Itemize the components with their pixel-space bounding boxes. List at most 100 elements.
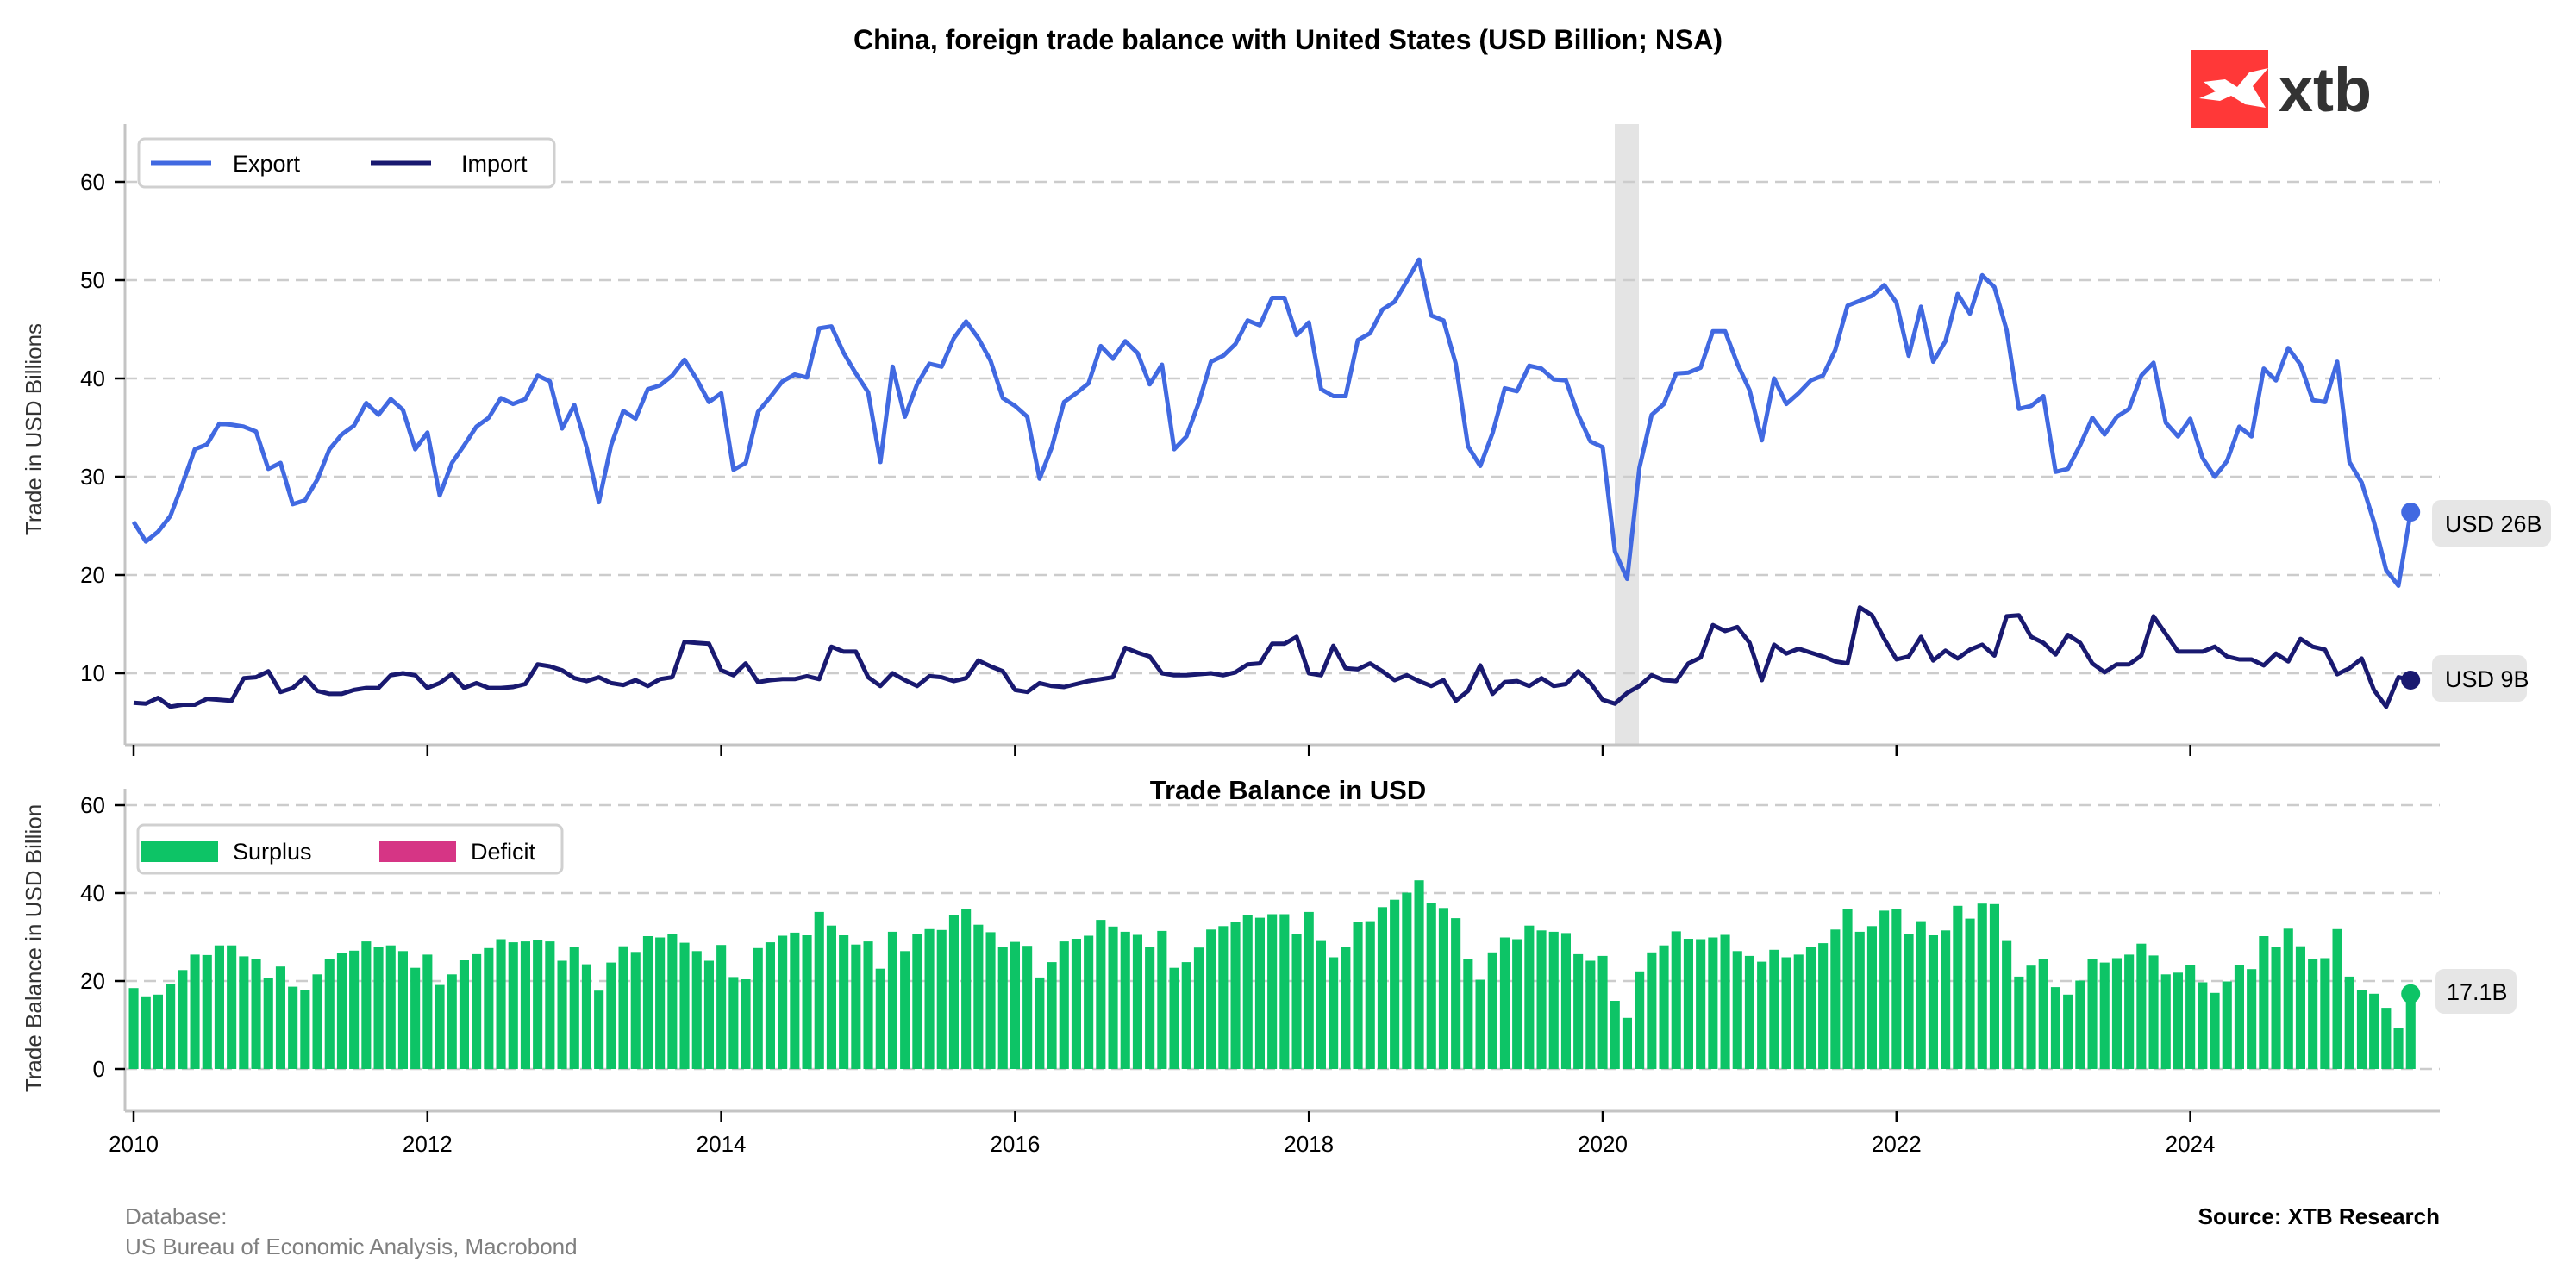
surplus-bar [1512, 939, 1522, 1069]
surplus-bar [533, 940, 543, 1069]
surplus-bar [1329, 957, 1339, 1069]
surplus-bar [679, 942, 690, 1069]
surplus-bar [1732, 951, 1742, 1069]
surplus-bar [1084, 935, 1094, 1069]
surplus-bar [2320, 958, 2330, 1069]
surplus-bar [1438, 908, 1448, 1069]
surplus-bar [300, 990, 310, 1069]
surplus-bar [2295, 946, 2305, 1069]
balance-y-axis-label: Trade Balance in USD Billion [21, 804, 47, 1092]
surplus-bar [2234, 965, 2244, 1069]
surplus-bar [397, 951, 408, 1069]
surplus-bar [2002, 940, 2012, 1069]
surplus-bar [1010, 941, 1020, 1069]
surplus-bar [1830, 929, 1841, 1069]
surplus-bar [1304, 911, 1314, 1069]
balance-y-tick-label: 40 [80, 880, 105, 906]
top-y-tick-label: 50 [80, 267, 105, 293]
legend-surplus-swatch [141, 841, 218, 862]
surplus-bar [2247, 969, 2257, 1069]
export-import-panel: 10 20 30 40 50 60 USD 26B USD 9B Trade in USD… [21, 124, 2551, 756]
x-tick-label: 2012 [403, 1131, 453, 1157]
surplus-bar [2405, 993, 2416, 1069]
surplus-bar [1524, 925, 1535, 1069]
covid-shaded-period [1615, 124, 1639, 745]
surplus-bar [2075, 980, 2085, 1069]
chart-title: China, foreign trade balance with United… [853, 24, 1723, 55]
surplus-bar [2038, 959, 2048, 1069]
surplus-bar [642, 936, 653, 1069]
surplus-bar [2393, 1028, 2404, 1069]
surplus-bar [545, 941, 555, 1069]
surplus-bar [459, 960, 469, 1069]
surplus-bar [1696, 939, 1706, 1069]
surplus-bar [839, 935, 849, 1069]
x-tick-label: 2016 [990, 1131, 1040, 1157]
surplus-bar [1585, 960, 1596, 1069]
surplus-bar [190, 954, 200, 1069]
top-y-tick-label: 60 [80, 169, 105, 195]
surplus-bar [2259, 936, 2269, 1069]
surplus-bar [2344, 976, 2354, 1069]
surplus-bar [1879, 910, 1890, 1069]
surplus-bar [765, 942, 775, 1069]
surplus-bar [961, 909, 972, 1069]
surplus-bar [1169, 967, 1179, 1069]
surplus-bar [2026, 965, 2036, 1069]
surplus-bar [826, 925, 836, 1069]
surplus-bar [1365, 921, 1375, 1069]
surplus-bar [1953, 905, 1963, 1069]
surplus-bar [128, 988, 139, 1069]
surplus-bar [202, 954, 212, 1069]
surplus-bar [2087, 959, 2098, 1069]
surplus-bar [753, 947, 763, 1070]
surplus-bar [1805, 947, 1816, 1069]
surplus-bar [178, 970, 188, 1070]
surplus-bar [2185, 965, 2196, 1069]
surplus-bar [1279, 914, 1290, 1069]
surplus-bar [973, 924, 984, 1069]
surplus-bar [728, 977, 739, 1069]
top-y-tick-label: 20 [80, 562, 105, 588]
surplus-bar [581, 964, 591, 1069]
surplus-bar [1230, 922, 1241, 1069]
surplus-bar [410, 967, 421, 1069]
legend-deficit-swatch [379, 841, 456, 862]
export-end-label-box [2432, 500, 2551, 547]
surplus-bar [1487, 952, 1497, 1069]
balance-end-label: 17.1B [2435, 969, 2517, 1014]
x-tick-label: 2010 [109, 1131, 159, 1157]
surplus-bar [2136, 943, 2147, 1069]
surplus-bar [1463, 959, 1473, 1069]
surplus-bar [1622, 1017, 1632, 1069]
surplus-bar [472, 953, 482, 1069]
x-tick-label: 2024 [2166, 1131, 2216, 1157]
surplus-bar [1818, 943, 1829, 1069]
surplus-bar [385, 945, 396, 1069]
surplus-bar [2014, 976, 2024, 1069]
import-series-line [133, 605, 2411, 709]
x-tick-label: 2022 [1872, 1131, 1922, 1157]
surplus-bar [630, 952, 641, 1069]
top-legend: Export Import [137, 137, 556, 189]
balance-y-tick-label: 60 [80, 792, 105, 818]
surplus-bar [2332, 928, 2342, 1069]
surplus-bar [1536, 930, 1547, 1069]
surplus-bar [1548, 931, 1559, 1069]
surplus-bar [1854, 931, 1865, 1069]
surplus-bar [1157, 930, 1167, 1069]
surplus-bar [214, 945, 224, 1069]
surplus-bar [741, 979, 751, 1069]
surplus-bar [1254, 917, 1265, 1069]
database-sources: US Bureau of Economic Analysis, Macrobon… [125, 1234, 578, 1259]
surplus-bar [667, 934, 678, 1069]
surplus-bar [2111, 958, 2122, 1069]
surplus-bar [484, 947, 494, 1070]
surplus-bar [312, 974, 322, 1069]
surplus-bar [508, 942, 518, 1069]
surplus-bar [1965, 918, 1975, 1069]
xtb-logo: xtb [2191, 50, 2372, 128]
surplus-bar [349, 950, 360, 1069]
top-legend-box [137, 137, 556, 189]
surplus-bar [691, 951, 702, 1069]
